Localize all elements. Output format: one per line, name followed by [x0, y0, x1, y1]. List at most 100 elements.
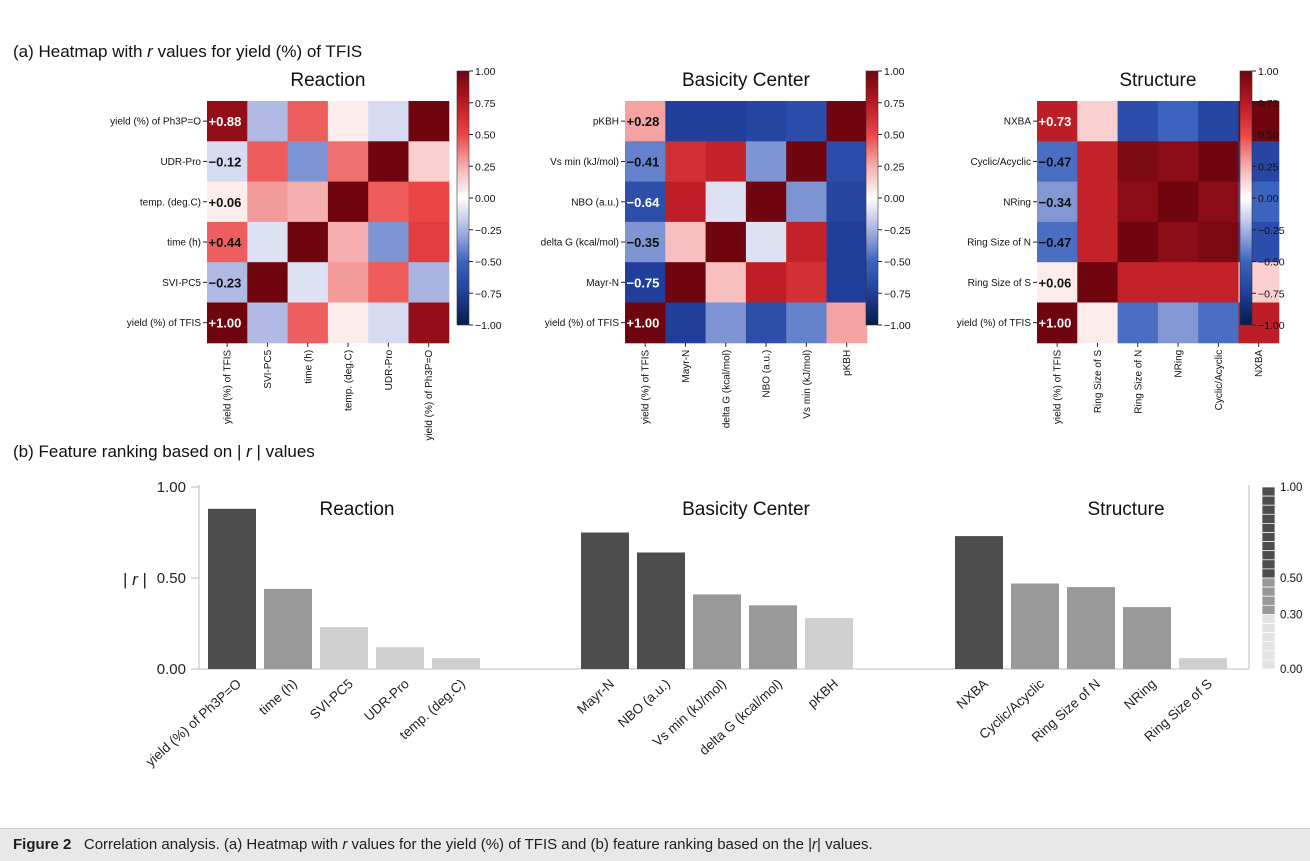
- colorbar-tick-label: 0.00: [884, 193, 905, 205]
- r-value-label: −0.34: [1039, 195, 1073, 210]
- heatmap-cell: [247, 262, 289, 303]
- shade-scale-band: [1261, 632, 1276, 643]
- bar: [805, 618, 853, 669]
- heatmap-cell: [745, 302, 787, 344]
- shade-scale-band: [1261, 486, 1276, 497]
- heatmap-cell: [368, 101, 409, 142]
- heatmap-cell: [665, 181, 707, 223]
- colorbar-tick-label: −0.25: [884, 225, 911, 237]
- colorbar-tick-label: 0.75: [475, 98, 496, 110]
- heatmap-cell: [207, 302, 248, 344]
- colorbar-tick-label: 1.00: [884, 66, 905, 78]
- heatmap-cell: [1198, 262, 1239, 303]
- heatmap-cell: [368, 221, 409, 263]
- caption-label: Figure 2: [13, 836, 72, 853]
- bar: [208, 508, 256, 669]
- heatmap-cell: [705, 181, 747, 223]
- col-label: yield (%) of Ph3P=O: [424, 350, 435, 441]
- y-axis-label-right: |: [138, 570, 147, 589]
- heatmap-cell: [1037, 262, 1078, 303]
- heatmap-cell: [1117, 302, 1159, 344]
- row-label: NRing: [1003, 197, 1031, 208]
- col-label: SVI-PC5: [263, 349, 274, 388]
- col-label: Ring Size of S: [1093, 349, 1104, 413]
- shade-scale-band: [1261, 604, 1276, 615]
- heatmap-cell: [1157, 302, 1199, 344]
- shade-scale-band: [1261, 495, 1276, 506]
- group-title: Reaction: [320, 499, 395, 520]
- heatmap-cell: [327, 302, 369, 344]
- row-label: NBO (a.u.): [571, 197, 619, 208]
- bar-category-label: SVI-PC5: [307, 676, 356, 722]
- bar: [955, 536, 1003, 669]
- group-title: Basicity Center: [682, 499, 810, 520]
- row-label: yield (%) of TFIS: [545, 318, 620, 329]
- row-label: SVI-PC5: [162, 278, 201, 289]
- bar: [1011, 583, 1059, 669]
- heatmap-cell: [625, 181, 666, 223]
- y-tick-label: 0.00: [157, 661, 186, 678]
- col-label: yield (%) of TFIS: [223, 349, 234, 424]
- panel-a-title: (a) Heatmap with r values for yield (%) …: [13, 42, 362, 61]
- heatmap-cell: [826, 221, 868, 263]
- heatmap-cell: [1198, 181, 1239, 223]
- colorbar-tick-label: 0.50: [884, 130, 905, 142]
- heatmap-cell: [1198, 141, 1239, 183]
- heatmap-cell: [826, 262, 868, 303]
- bar-category-label: UDR-Pro: [361, 676, 412, 724]
- bar-category-label: time (h): [256, 676, 300, 718]
- heatmap-cell: [786, 141, 827, 183]
- colorbar-tick-label: 0.25: [475, 161, 496, 173]
- heatmap-cell: [1077, 262, 1119, 303]
- heatmap-cell: [287, 181, 329, 223]
- row-label: Cyclic/Acyclic: [970, 157, 1031, 168]
- r-value-label: +0.44: [209, 235, 243, 250]
- r-value-label: −0.12: [209, 154, 242, 169]
- r-value-label: +0.28: [627, 114, 660, 129]
- heatmap-cell: [1157, 221, 1199, 263]
- heatmap-cell: [368, 302, 409, 344]
- shade-scale-band: [1261, 559, 1276, 570]
- bar-category-label: Mayr-N: [574, 676, 617, 717]
- shade-scale-band: [1261, 614, 1276, 624]
- r-value-label: −0.64: [627, 195, 661, 210]
- shade-scale-band: [1261, 550, 1276, 561]
- col-label: time (h): [303, 350, 314, 384]
- heatmap-cell: [826, 302, 868, 344]
- heatmap-cell: [287, 141, 329, 183]
- heatmap-cell: [408, 262, 450, 303]
- heatmap-cell: [368, 181, 409, 223]
- heatmap-cell: [327, 181, 369, 223]
- caption-text: Correlation analysis. (a) Heatmap with r…: [84, 836, 873, 853]
- shade-scale-label: 0.30: [1280, 609, 1302, 621]
- shade-scale-band: [1261, 523, 1276, 533]
- heatmap-cell: [247, 302, 289, 344]
- shade-scale-band: [1261, 659, 1276, 670]
- heatmap-cell: [705, 302, 747, 344]
- col-label: temp. (deg.C): [344, 350, 355, 411]
- colorbar: [1239, 70, 1253, 326]
- colorbar-tick-label: −1.00: [475, 320, 502, 332]
- heatmap-cell: [1157, 181, 1199, 223]
- heatmap-cell: [786, 302, 827, 344]
- heatmap-cell: [247, 101, 289, 142]
- col-label: yield (%) of TFIS: [1053, 349, 1064, 424]
- shade-scale-band: [1261, 623, 1276, 633]
- heatmap-cell: [1037, 302, 1078, 344]
- r-value-label: +1.00: [209, 316, 242, 331]
- heatmap-title: Reaction: [290, 70, 365, 91]
- colorbar-tick-label: 1.00: [1258, 66, 1279, 78]
- heatmap-cell: [625, 101, 666, 142]
- bar: [376, 647, 424, 669]
- r-value-label: +0.06: [1039, 275, 1072, 290]
- heatmap-cell: [705, 101, 747, 142]
- row-label: Ring Size of N: [967, 238, 1031, 249]
- panel-b-title-bar-left: |: [237, 442, 246, 461]
- col-label: delta G (kcal/mol): [721, 350, 732, 428]
- row-label: temp. (deg.C): [140, 197, 201, 208]
- heatmap-cell: [247, 221, 289, 263]
- heatmap-cell: [1077, 302, 1119, 344]
- panel-b-title-bar-right: |: [252, 442, 261, 461]
- heatmap-cell: [408, 302, 450, 344]
- shade-scale-label: 0.50: [1280, 573, 1302, 585]
